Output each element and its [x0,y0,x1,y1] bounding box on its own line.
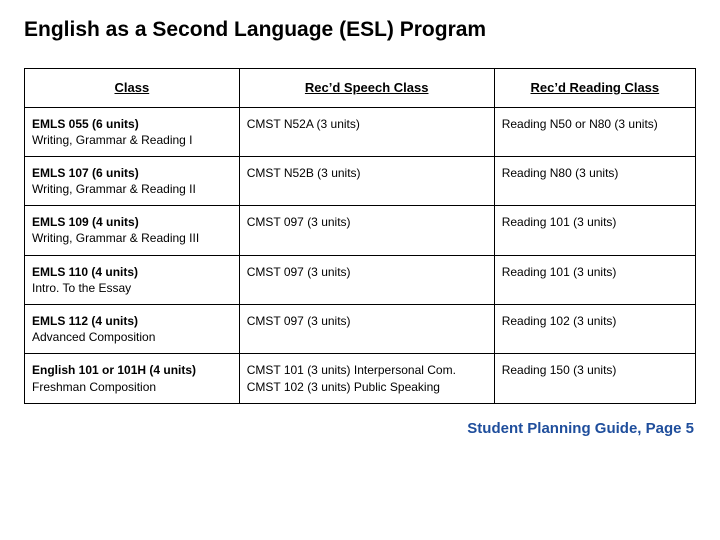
cell-class: EMLS 112 (4 units) Advanced Composition [25,305,240,354]
cell-class: EMLS 109 (4 units) Writing, Grammar & Re… [25,206,240,255]
cell-speech: CMST N52B (3 units) [239,156,494,205]
page-title: English as a Second Language (ESL) Progr… [24,18,696,42]
table-row: EMLS 109 (4 units) Writing, Grammar & Re… [25,206,696,255]
cell-reading: Reading N80 (3 units) [494,156,695,205]
cell-speech: CMST 097 (3 units) [239,206,494,255]
col-header-reading: Rec’d Reading Class [494,69,695,108]
class-desc: Freshman Composition [32,379,232,395]
cell-class: EMLS 107 (6 units) Writing, Grammar & Re… [25,156,240,205]
class-desc: Intro. To the Essay [32,280,232,296]
cell-reading: Reading N50 or N80 (3 units) [494,107,695,156]
class-code: EMLS 109 (4 units) [32,215,139,229]
cell-reading: Reading 101 (3 units) [494,255,695,304]
table-row: EMLS 112 (4 units) Advanced Composition … [25,305,696,354]
table-header-row: Class Rec’d Speech Class Rec’d Reading C… [25,69,696,108]
class-code: EMLS 112 (4 units) [32,314,138,328]
cell-class: EMLS 110 (4 units) Intro. To the Essay [25,255,240,304]
cell-speech: CMST 097 (3 units) [239,305,494,354]
cell-class: English 101 or 101H (4 units) Freshman C… [25,354,240,403]
table-row: EMLS 107 (6 units) Writing, Grammar & Re… [25,156,696,205]
class-code: EMLS 107 (6 units) [32,166,139,180]
class-code: EMLS 055 (6 units) [32,117,139,131]
cell-reading: Reading 102 (3 units) [494,305,695,354]
footer-text: Student Planning Guide, Page 5 [24,420,696,437]
cell-speech: CMST N52A (3 units) [239,107,494,156]
cell-speech: CMST 101 (3 units) Interpersonal Com. CM… [239,354,494,403]
cell-class: EMLS 055 (6 units) Writing, Grammar & Re… [25,107,240,156]
table-row: English 101 or 101H (4 units) Freshman C… [25,354,696,403]
cell-speech: CMST 097 (3 units) [239,255,494,304]
cell-reading: Reading 101 (3 units) [494,206,695,255]
table-row: EMLS 110 (4 units) Intro. To the Essay C… [25,255,696,304]
col-header-speech: Rec’d Speech Class [239,69,494,108]
class-desc: Writing, Grammar & Reading II [32,181,232,197]
cell-reading: Reading 150 (3 units) [494,354,695,403]
table-row: EMLS 055 (6 units) Writing, Grammar & Re… [25,107,696,156]
class-code: EMLS 110 (4 units) [32,265,138,279]
class-desc: Writing, Grammar & Reading I [32,132,232,148]
class-code: English 101 or 101H (4 units) [32,363,196,377]
esl-table: Class Rec’d Speech Class Rec’d Reading C… [24,68,696,404]
class-desc: Writing, Grammar & Reading III [32,230,232,246]
col-header-class: Class [25,69,240,108]
class-desc: Advanced Composition [32,329,232,345]
